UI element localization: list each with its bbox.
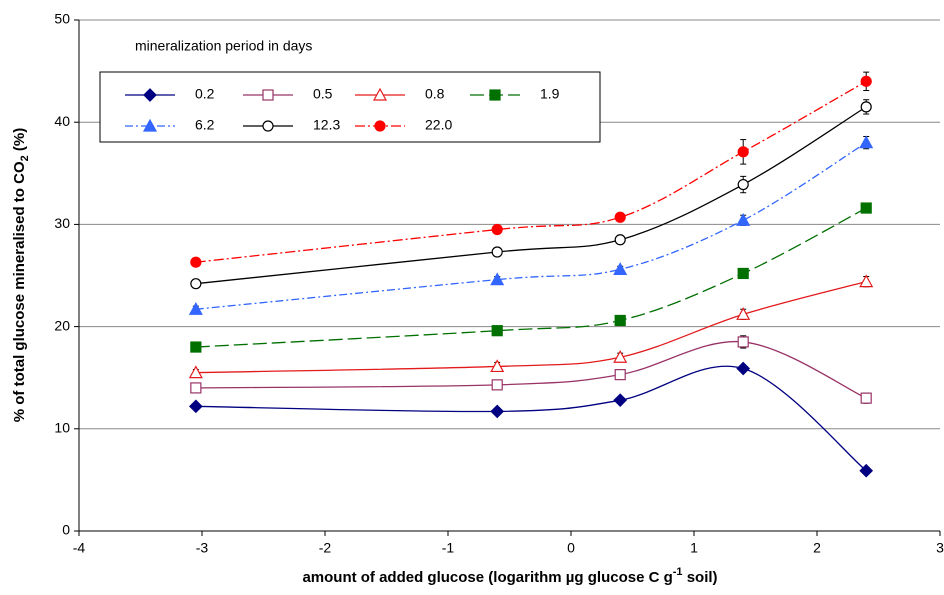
marker [859,463,874,478]
x-tick-label: -3 [196,540,209,556]
x-tick-label: 3 [936,540,944,556]
legend-label: 1.9 [540,86,560,102]
legend-label: 6.2 [195,117,215,133]
legend-label: 22.0 [425,117,452,133]
legend-marker [372,87,388,101]
y-tick-label: 30 [54,215,70,231]
legend-marker [489,89,501,101]
legend-marker [374,120,386,132]
marker [614,369,626,381]
series-line [195,281,867,374]
legend-marker [262,89,274,101]
legend-label: 0.8 [425,86,445,102]
legend-label: 0.2 [195,86,215,102]
marker [613,393,628,408]
marker [491,379,503,391]
y-label-text: (%) [11,128,28,156]
y-tick-label: 10 [54,420,70,436]
x-tick-label: -2 [319,540,332,556]
x-tick-label: -1 [442,540,455,556]
series-line [195,365,867,472]
marker [188,365,203,379]
legend-marker [143,88,157,102]
legend-marker [262,120,274,132]
x-label-text: amount of added glucose (logarithm µg gl… [302,569,672,586]
marker [859,135,874,149]
marker [491,246,503,258]
marker [860,202,872,214]
marker [491,325,503,337]
x-tick-label: -4 [73,540,86,556]
y-label-sub: 2 [19,155,31,161]
series-line [195,142,867,310]
x-label-sup: -1 [673,566,683,578]
marker [859,274,874,288]
legend-title: mineralization period in days [135,38,312,54]
marker [614,234,626,246]
marker [860,101,872,113]
marker [189,399,203,414]
series-line [195,106,867,285]
marker [190,382,202,394]
y-tick-label: 50 [54,11,70,27]
marker [613,262,628,275]
x-tick-label: 0 [567,540,575,556]
marker [614,314,626,327]
x-tick-label: 1 [690,540,698,556]
marker [737,336,749,348]
marker [860,392,872,404]
y-label-text: % of total glucose mineralised to CO [11,161,28,422]
y-axis-label: % of total glucose mineralised to CO2 (%… [11,128,31,423]
marker [614,211,626,223]
marker [736,213,751,226]
marker [190,341,202,353]
y-tick-label: 40 [54,113,70,129]
x-axis-label: amount of added glucose (logarithm µg gl… [302,566,717,586]
marker [736,307,751,320]
marker [188,301,203,315]
marker [490,359,505,373]
marker [190,256,202,268]
legend-label: 0.5 [313,86,333,102]
marker [736,361,751,376]
marker [860,75,872,87]
x-label-text: soil) [683,569,718,586]
series-line [195,80,867,263]
legend-marker [142,118,158,132]
marker [737,178,749,191]
marker [737,146,749,158]
marker [490,404,505,419]
x-tick-label: 2 [813,540,821,556]
legend-box [99,71,601,143]
series-line [195,207,867,348]
y-tick-label: 0 [62,522,70,538]
marker [491,223,503,236]
marker [490,272,505,286]
legend-label: 12.3 [313,117,340,133]
series-line [195,340,867,399]
marker [190,278,202,290]
marker [613,350,628,363]
marker [737,267,749,280]
y-tick-label: 20 [54,317,70,333]
